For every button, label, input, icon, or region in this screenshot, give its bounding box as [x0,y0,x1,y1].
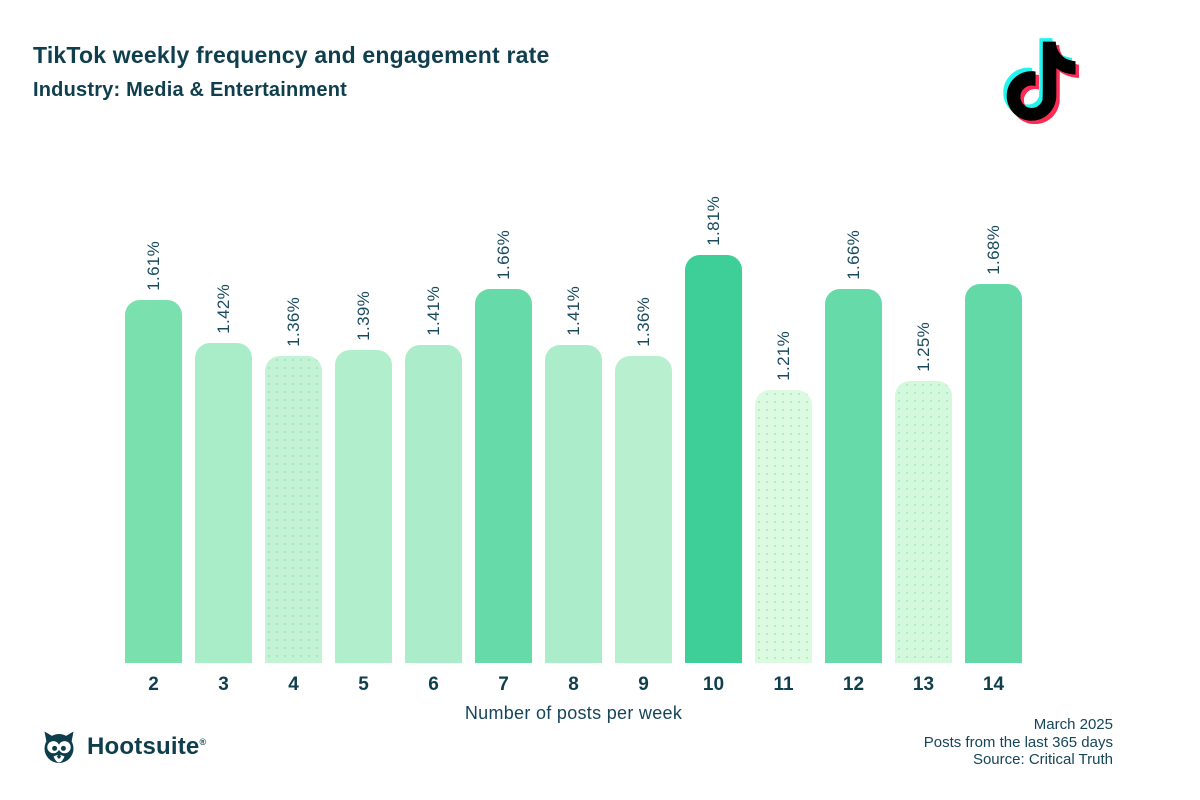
x-axis-tick-14: 14 [982,674,1005,695]
bar-value-label-wrap: 1.21% [755,331,812,381]
hootsuite-logo: Hootsuite® [40,729,206,765]
bar-cell-posts-3: 1.42% [195,284,252,663]
bar-value-label-wrap: 1.66% [475,230,532,280]
bar-value-label: 1.41% [563,286,583,336]
x-axis-tick-4: 4 [288,674,299,695]
x-axis-tick-11: 11 [773,674,794,695]
bar-value-label-wrap: 1.39% [335,291,392,341]
bar-posts-6 [405,345,462,663]
footer-source: Source: Critical Truth [972,751,1113,768]
bar-value-label-wrap: 1.25% [895,322,952,372]
bar-value-label-wrap: 1.68% [965,225,1022,275]
bar-value-label-wrap: 1.36% [615,297,672,347]
x-axis-tick-9: 9 [638,674,649,695]
hootsuite-owl-icon [44,731,74,763]
x-axis-tick-5: 5 [358,674,369,695]
x-axis-tick-13: 13 [912,674,935,695]
bar-value-label: 1.42% [213,284,233,334]
x-axis-tick-6: 6 [428,674,439,695]
bar-posts-4 [265,356,322,663]
bar-posts-9 [615,356,672,663]
bar-posts-8 [545,345,602,663]
x-axis-tick-8: 8 [568,674,579,695]
bar-value-label: 1.81% [703,196,723,246]
bar-posts-10 [685,255,742,663]
x-axis: 2 3 4 5 6 7 8 9 10 11 12 13 14 [125,674,1022,696]
bar-posts-11 [755,390,812,663]
bar-posts-2 [125,300,182,663]
bar-value-label-wrap: 1.41% [545,286,602,336]
x-axis-title: Number of posts per week [464,703,683,723]
footer-range: Posts from the last 365 days [923,733,1113,751]
bar-value-label-wrap: 1.36% [265,297,322,347]
bar-value-label: 1.68% [983,225,1003,275]
bar-value-label: 1.41% [423,286,443,336]
bar-value-label: 1.66% [843,230,863,280]
bar-posts-13 [895,381,952,663]
bar-posts-3 [195,343,252,663]
bar-cell-posts-14: 1.68% [965,225,1022,663]
bars-row: 1.61% 1.42% 1.36% 1.39% 1.41% 1.66% 1.41% 1.36%… [125,196,1022,663]
bar-cell-posts-13: 1.25% [895,322,952,663]
x-axis-tick-10: 10 [702,674,725,695]
bar-chart: 1.61% 1.42% 1.36% 1.39% 1.41% 1.66% 1.41% 1.36%… [125,196,1022,724]
x-axis-tick-7: 7 [498,674,509,695]
bar-value-label-wrap: 1.81% [685,196,742,246]
bar-cell-posts-6: 1.41% [405,286,462,663]
bar-cell-posts-11: 1.21% [755,331,812,663]
bar-value-label: 1.36% [283,297,303,347]
bar-value-label: 1.66% [493,230,513,280]
bar-cell-posts-5: 1.39% [335,291,392,663]
x-axis-tick-2: 2 [148,674,159,695]
bar-value-label: 1.39% [353,291,373,341]
bar-value-label: 1.36% [633,297,653,347]
footer-date: March 2025 [1033,716,1113,733]
bar-value-label-wrap: 1.61% [125,241,182,291]
x-axis-tick-12: 12 [842,674,865,695]
bar-posts-14 [965,284,1022,663]
bar-value-label-wrap: 1.41% [405,286,462,336]
hootsuite-wordmark: Hootsuite® [87,733,207,760]
bar-cell-posts-9: 1.36% [615,297,672,663]
bar-posts-7 [475,289,532,663]
bar-value-label: 1.25% [913,322,933,372]
bar-cell-posts-4: 1.36% [265,297,322,663]
bar-cell-posts-7: 1.66% [475,230,532,663]
bar-value-label-wrap: 1.66% [825,230,882,280]
bar-cell-posts-2: 1.61% [125,241,182,663]
page-subtitle: Industry: Media & Entertainment [33,79,348,101]
registered-mark: ® [199,737,207,747]
bar-posts-5 [335,350,392,663]
bar-cell-posts-10: 1.81% [685,196,742,663]
header: TikTok weekly frequency and engagement r… [33,42,549,102]
page-title: TikTok weekly frequency and engagement r… [33,42,550,68]
footer-meta: March 2025 Posts from the last 365 days … [924,716,1113,769]
bar-value-label: 1.61% [143,241,163,291]
bar-cell-posts-12: 1.66% [825,230,882,663]
bar-value-label-wrap: 1.42% [195,284,252,334]
bar-value-label: 1.21% [773,331,793,381]
x-axis-tick-3: 3 [218,674,229,695]
bar-posts-12 [825,289,882,663]
tiktok-logo-icon [1003,38,1079,124]
bar-cell-posts-8: 1.41% [545,286,602,663]
